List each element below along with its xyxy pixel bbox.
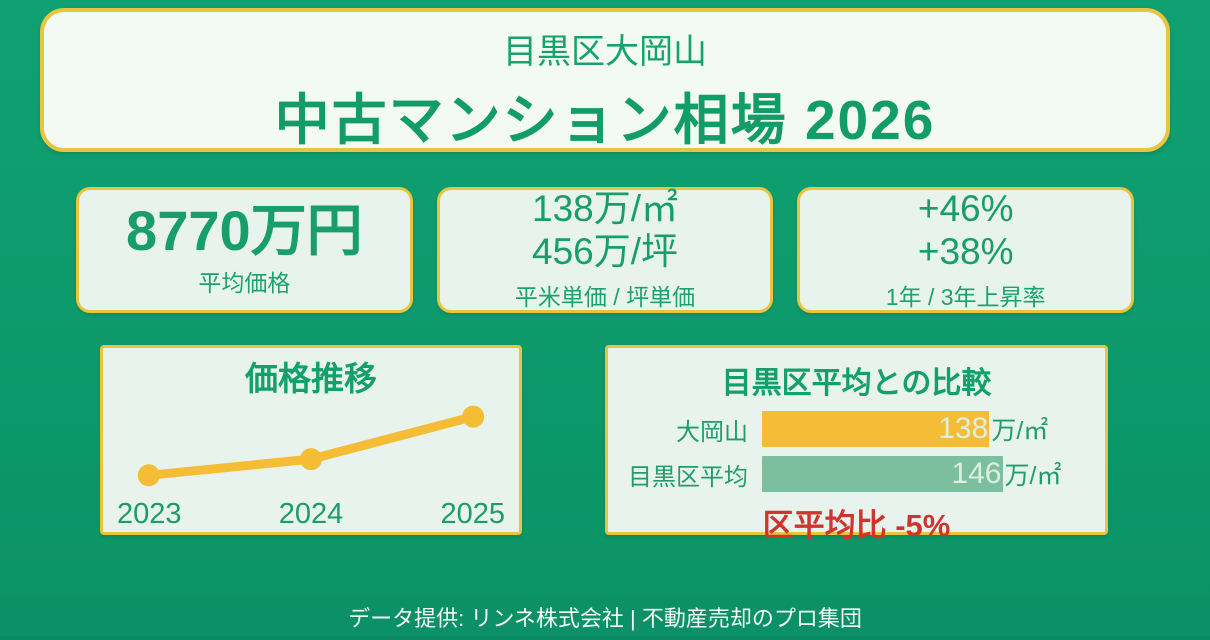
ward-comparison-panel: 目黒区平均との比較 大岡山 138 万/㎡ 目黒区平均 146 万/㎡: [605, 345, 1108, 543]
comparison-unit-meguro-average: 万/㎡: [1004, 462, 1062, 490]
unit-price-label: 平米単価 / 坪単価: [514, 283, 696, 310]
compare-bar: 146: [762, 456, 1003, 492]
comparison-track: 138 万/㎡: [762, 411, 1087, 447]
comparison-row-ookayama: 大岡山 138 万/㎡: [608, 411, 1105, 447]
average-price-value: 8770万円: [126, 198, 363, 262]
growth-1year: +46%: [917, 188, 1014, 230]
compare-bar: 138: [762, 411, 990, 447]
bottom-row: 価格推移 2023 2024 2025 目黒区平均との比較 大岡山 138: [100, 345, 1110, 543]
trend-years-row: 2023 2024 2025: [103, 498, 519, 531]
comparison-label-ookayama: 大岡山: [676, 418, 748, 446]
comparison-value-meguro-average: 146: [951, 457, 1002, 490]
growth-3year: +38%: [917, 231, 1014, 272]
unit-price-per-tsubo: 456万/坪: [532, 231, 679, 272]
unit-price-per-sqm: 138万/㎡: [532, 188, 679, 230]
trend-year-2025: 2025: [440, 498, 505, 530]
trend-year-2024: 2024: [278, 498, 344, 530]
ward-average-delta: 区平均比 -5%: [762, 508, 951, 543]
stat-card-growth: +46% +38% 1年 / 3年上昇率: [797, 187, 1135, 313]
page-title: 中古マンション相場 2026: [274, 89, 936, 151]
trend-point-2024: [300, 448, 322, 471]
stat-card-average-price: 8770万円 平均価格: [76, 187, 413, 313]
comparison-title: 目黒区平均との比較: [721, 367, 992, 400]
trend-year-2023: 2023: [117, 498, 182, 530]
stat-card-unit-price: 138万/㎡ 456万/坪 平米単価 / 坪単価: [436, 187, 774, 313]
data-provider-text: データ提供: リンネ株式会社 | 不動産売却のプロ集団: [348, 606, 862, 631]
price-trend-title: 価格推移: [245, 360, 377, 397]
growth-label: 1年 / 3年上昇率: [885, 283, 1046, 310]
comparison-label-meguro-average: 目黒区平均: [628, 463, 748, 491]
trend-chart-svg: [137, 405, 485, 487]
price-trend-panel: 価格推移 2023 2024 2025: [100, 345, 522, 535]
footer-bar: データ提供: リンネ株式会社 | 不動産売却のプロ集団: [0, 598, 1210, 640]
average-price-label: 平均価格: [198, 270, 291, 297]
header-subtitle: 目黒区大岡山: [503, 33, 707, 71]
trend-point-2025: [462, 405, 485, 428]
trend-point-2023: [137, 464, 160, 487]
header-card: 目黒区大岡山 中古マンション相場 2026: [40, 8, 1170, 152]
stats-row: 8770万円 平均価格 138万/㎡ 456万/坪 平米単価 / 坪単価 +46…: [76, 187, 1135, 313]
comparison-unit-ookayama: 万/㎡: [991, 417, 1049, 445]
comparison-row-meguro-average: 目黒区平均 146 万/㎡: [608, 456, 1105, 492]
comparison-track: 146 万/㎡: [762, 456, 1087, 492]
comparison-value-ookayama: 138: [938, 412, 989, 445]
